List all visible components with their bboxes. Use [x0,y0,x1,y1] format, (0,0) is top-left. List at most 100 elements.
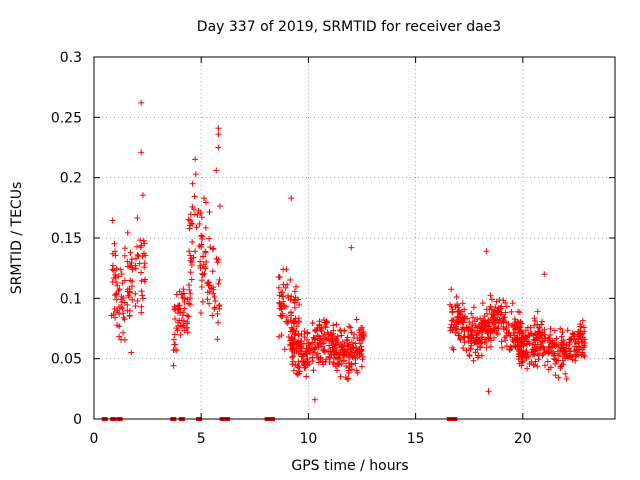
data-point [198,232,205,239]
data-point [118,271,125,278]
data-point [215,319,222,326]
data-point [214,310,221,317]
data-point [289,328,296,335]
data-point [293,345,300,352]
data-point [523,354,530,361]
data-point [295,364,302,371]
data-point [289,354,296,361]
data-point [581,353,588,360]
data-point [475,323,482,330]
data-point [322,323,329,330]
data-point [488,296,495,303]
data-point [531,322,538,329]
data-point-outlier [485,388,492,395]
data-point [202,199,209,206]
data-point [546,338,553,345]
data-point [180,286,187,293]
data-point [181,327,188,334]
data-point [466,351,473,358]
data-point [547,364,554,371]
data-point [280,298,287,305]
data-point [503,326,510,333]
data-point [341,351,348,358]
data-point [125,292,132,299]
data-point [128,264,135,271]
data-point [291,318,298,325]
data-point [309,320,316,327]
data-point [184,329,191,336]
data-point [349,352,356,359]
data-point [309,354,316,361]
data-point [113,291,120,298]
data-point [186,282,193,289]
data-point [211,304,218,311]
data-point [109,262,116,269]
data-point [446,301,453,308]
data-point-outlier [189,180,196,187]
data-point [138,309,145,316]
data-point [466,319,473,326]
data-point [120,329,127,336]
y-axis-label: SRMTID / TECUs [9,182,25,295]
data-point [317,341,324,348]
data-point [177,322,184,329]
y-tick-label: 0.25 [51,110,82,126]
data-point [195,207,202,214]
data-point [333,321,340,328]
data-point [480,317,487,324]
data-point [464,315,471,322]
data-point [454,313,461,320]
data-point [530,361,537,368]
data-point [119,305,126,312]
data-point [173,325,180,332]
data-point [353,316,360,323]
data-point [450,317,457,324]
data-point [132,290,139,297]
data-point [530,352,537,359]
data-point [199,298,206,305]
data-point [307,349,314,356]
data-point [206,300,213,307]
data-point [289,341,296,348]
data-point [503,343,510,350]
data-point [108,312,115,319]
data-point [543,348,550,355]
data-point [545,349,552,356]
data-point [571,347,578,354]
data-point [206,208,213,215]
data-point [572,357,579,364]
data-point [450,346,457,353]
data-point [454,301,461,308]
data-point [200,195,207,202]
data-point-outlier [288,195,295,202]
data-point [339,346,346,353]
data-point [484,319,491,326]
data-point [210,245,217,252]
data-point [358,350,365,357]
data-point [206,235,213,242]
data-point [312,327,319,334]
data-point [199,233,206,240]
data-point [544,358,551,365]
data-point [189,220,196,227]
data-point [337,373,344,380]
data-point [481,338,488,345]
data-point [172,315,179,322]
data-point [126,286,133,293]
data-point [571,343,578,350]
data-point [338,332,345,339]
data-point [347,324,354,331]
data-point [474,336,481,343]
data-point [185,216,192,223]
data-point [535,356,542,363]
data-point [477,344,484,351]
data-point [555,348,562,355]
data-point [314,350,321,357]
data-point [518,320,525,327]
data-point [109,217,116,224]
data-point-outlier [483,248,490,255]
x-tick-label: 0 [90,431,99,447]
data-point [326,342,333,349]
data-point [295,339,302,346]
data-point [205,281,212,288]
